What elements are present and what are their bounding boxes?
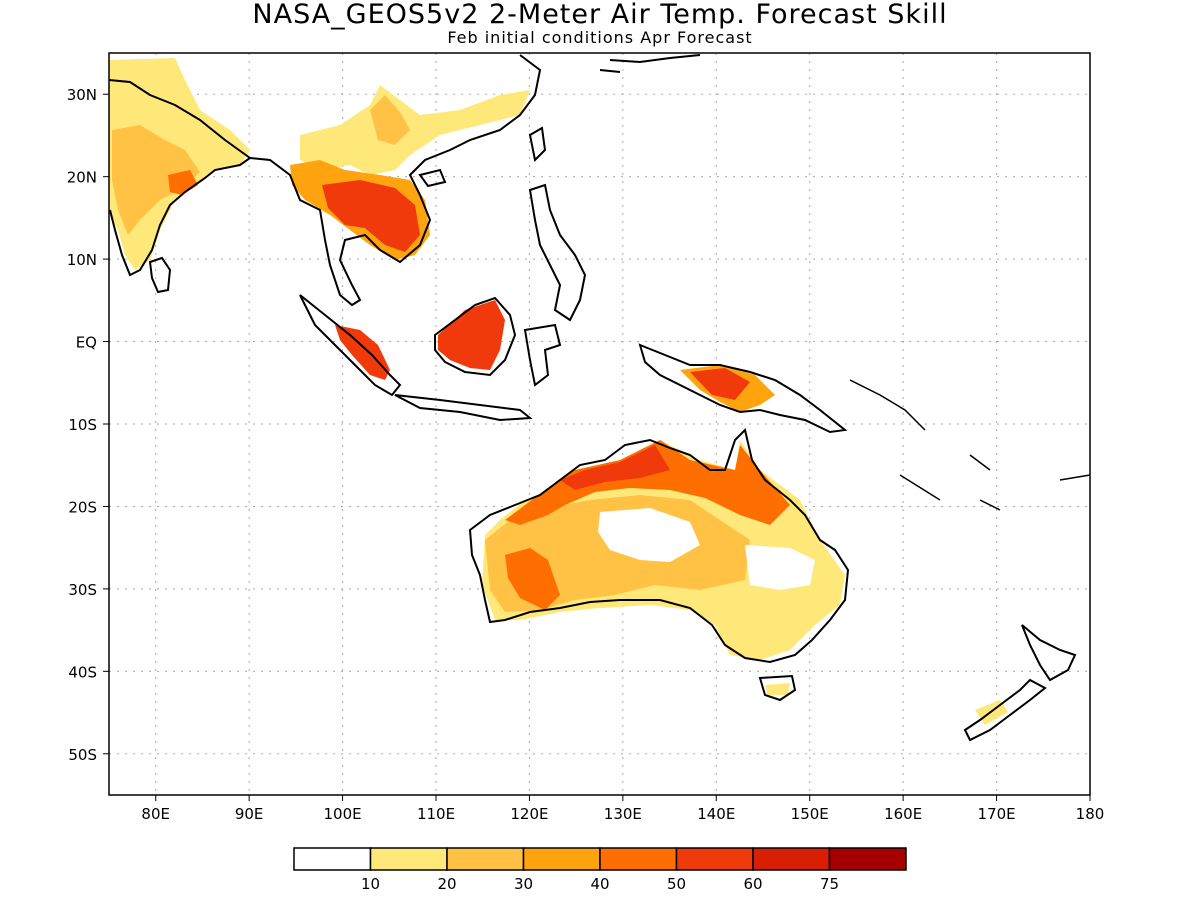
skill-indochina-high xyxy=(322,180,420,252)
coast-sulawesi xyxy=(523,323,562,387)
coast-australia xyxy=(468,428,850,664)
lon-tick-label: 80E xyxy=(141,805,170,823)
colorbar-label: 30 xyxy=(514,875,533,893)
lat-tick-label: EQ xyxy=(76,334,97,352)
lat-tick-label: 40S xyxy=(68,663,97,681)
colorbar-swatch xyxy=(599,847,678,871)
colorbar-label: 75 xyxy=(820,875,839,893)
lat-tick-label: 10S xyxy=(68,416,97,434)
map-subtitle: Feb initial conditions Apr Forecast xyxy=(447,28,753,47)
lon-tick-label: 150E xyxy=(791,805,829,823)
colorbar-swatch xyxy=(293,847,372,871)
skill-australia-north xyxy=(505,440,790,525)
map-title: NASA_GEOS5v2 2-Meter Air Temp. Forecast … xyxy=(252,0,948,30)
colorbar: 10 20 30 40 50 60 75 xyxy=(293,847,907,893)
skill-new-guinea-high xyxy=(690,368,750,400)
colorbar-swatch xyxy=(752,847,831,871)
coast-borneo xyxy=(434,296,517,377)
coast-tasmania xyxy=(758,674,797,702)
lat-tick-label: 10N xyxy=(67,251,97,269)
skill-china-mid xyxy=(370,95,410,145)
colorbar-swatch xyxy=(369,847,448,871)
lon-tick-label: 130E xyxy=(604,805,642,823)
skill-australia-north-high xyxy=(560,445,670,490)
lon-tick-label: 170E xyxy=(978,805,1016,823)
axis-tick-labels: 30N 20N 10N EQ 10S 20S 30S 40S 50S 80E 90E 100E 110E… xyxy=(67,86,1105,823)
coast-taiwan xyxy=(528,126,547,163)
coast-new-guinea xyxy=(638,343,848,434)
coast-new-zealand-south xyxy=(963,678,1047,742)
skill-tasmania xyxy=(765,683,790,695)
skill-borneo xyxy=(438,300,505,370)
lon-tick-label: 140E xyxy=(697,805,735,823)
colorbar-label: 40 xyxy=(590,875,609,893)
coast-philippines xyxy=(528,183,587,322)
gridlines xyxy=(109,53,1090,795)
lon-tick-label: 110E xyxy=(417,805,455,823)
lat-tick-label: 20N xyxy=(67,169,97,187)
skill-china xyxy=(300,85,530,175)
skill-india-mid xyxy=(112,125,200,235)
colorbar-label: 50 xyxy=(667,875,686,893)
skill-sumatra xyxy=(335,325,390,380)
coast-pacific-islands xyxy=(849,379,1090,511)
coast-new-zealand-north xyxy=(1021,624,1077,682)
colorbar-label: 20 xyxy=(437,875,456,893)
lat-tick-label: 30N xyxy=(67,86,97,104)
lon-tick-label: 120E xyxy=(510,805,548,823)
coast-hainan xyxy=(418,168,447,188)
skill-australia-white-east xyxy=(745,545,815,590)
coastlines xyxy=(109,54,1090,742)
coast-burma-indochina xyxy=(249,54,542,307)
colorbar-label: 60 xyxy=(743,875,762,893)
skill-australia-west xyxy=(505,548,560,610)
colorbar-swatch xyxy=(522,847,601,871)
coast-srilanka xyxy=(148,256,172,294)
coast-india xyxy=(109,79,252,277)
lat-tick-label: 50S xyxy=(68,746,97,764)
coast-sumatra xyxy=(299,294,402,397)
lon-tick-label: 160E xyxy=(884,805,922,823)
colorbar-swatch xyxy=(675,847,754,871)
coast-java xyxy=(394,394,533,422)
colorbar-swatch xyxy=(446,847,525,871)
lat-tick-label: 20S xyxy=(68,498,97,516)
colorbar-label: 10 xyxy=(361,875,380,893)
lat-tick-label: 30S xyxy=(68,581,97,599)
colorbar-swatch xyxy=(828,847,907,871)
skill-australia-white xyxy=(598,508,700,562)
lon-tick-label: 180 xyxy=(1076,805,1105,823)
lon-tick-label: 100E xyxy=(324,805,362,823)
coast-japan xyxy=(599,54,701,73)
lon-tick-label: 90E xyxy=(235,805,264,823)
